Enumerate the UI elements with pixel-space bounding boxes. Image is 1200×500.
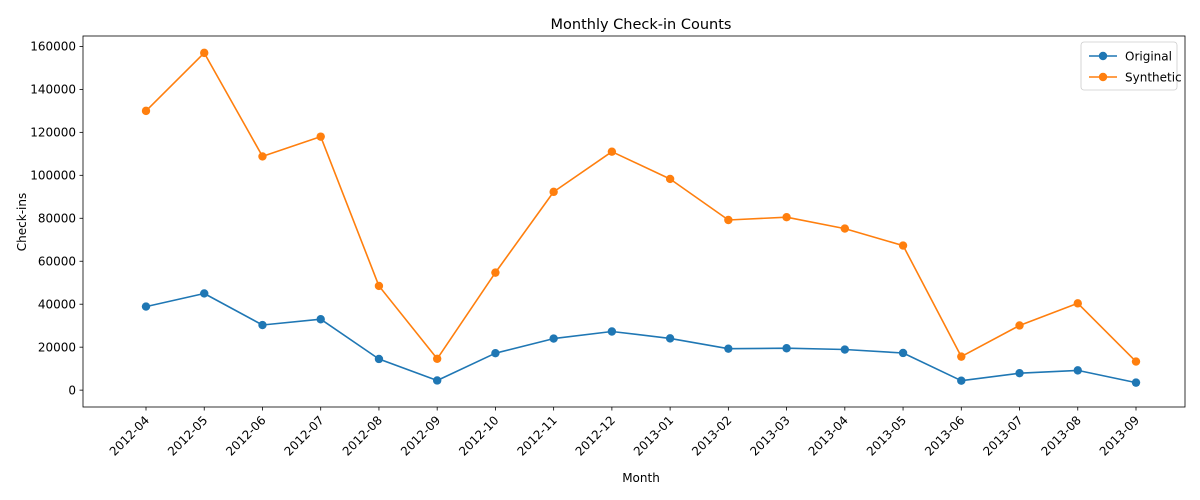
x-tick-label: 2012-12 [573,413,618,458]
x-axis-title: Month [622,471,660,485]
y-tick-label: 20000 [38,340,76,354]
x-tick-label: 2012-05 [165,413,210,458]
x-tick-label: 2013-01 [631,413,676,458]
y-axis-title: Check-ins [15,193,29,251]
data-point [607,147,617,156]
data-point [491,268,500,277]
x-tick-label: 2013-09 [1097,413,1142,458]
legend-item-original: Original [1089,49,1172,63]
legend-marker [1098,72,1108,82]
data-point [724,215,733,225]
data-point [374,354,384,364]
x-tick-label: 2012-08 [340,413,385,458]
data-point [1015,321,1024,330]
x-tick-label: 2013-04 [806,413,851,458]
x-tick-label: 2012-09 [398,413,443,458]
y-tick-label: 40000 [38,298,76,312]
x-tick-label: 2013-07 [980,413,1025,458]
legend-item-synthetic: Synthetic [1089,70,1182,84]
series-layer [141,48,1141,387]
plot-frame [82,35,1186,408]
data-point [549,187,558,197]
data-point [549,334,558,343]
y-tick-label: 80000 [38,212,76,226]
x-tick-label: 2012-10 [456,413,501,458]
data-point [898,241,908,250]
x-tick-label: 2013-08 [1039,413,1084,458]
data-point [898,348,908,358]
data-point [724,344,733,353]
y-tick-label: 60000 [38,255,76,269]
data-point [1131,357,1141,366]
y-axis: 0 20000 40000 60000 80000 100000 120000 140000 1… [30,40,83,397]
data-point [782,344,791,353]
data-point [200,289,209,298]
y-tick-label: 0 [68,383,76,397]
y-tick-label: 160000 [30,40,76,54]
x-tick-label: 2013-06 [922,413,967,458]
data-point [1073,366,1082,375]
x-tick-label: 2012-07 [281,413,326,458]
series-line [145,292,1137,384]
data-point [432,376,442,385]
y-tick-label: 120000 [30,126,76,140]
data-point [782,213,791,222]
data-point [957,376,966,385]
legend: Original Synthetic [1080,41,1182,91]
data-point [141,106,151,116]
data-point [957,352,966,361]
data-point [607,327,617,336]
data-point [432,354,442,363]
series-synthetic [141,48,1141,366]
data-point [374,281,384,291]
data-point [200,48,209,58]
data-point [316,132,325,141]
data-point [258,320,267,330]
legend-label: Synthetic [1125,70,1182,84]
chart-title: Monthly Check-in Counts [551,17,732,33]
x-axis: 2012-04 2012-05 2012-06 2012-07 2012-08 2012-… [107,407,1142,459]
y-tick-label: 140000 [30,83,76,97]
data-point [1015,368,1024,378]
series-line [145,52,1137,363]
legend-marker [1098,51,1108,61]
plot-area [82,35,1186,408]
data-point [1131,378,1141,387]
x-tick-label: 2012-04 [107,413,152,458]
data-point [316,315,325,324]
data-point [840,224,850,233]
legend-label: Original [1125,49,1172,63]
x-tick-label: 2013-02 [689,413,734,458]
y-tick-label: 100000 [30,169,76,183]
series-original [141,289,1141,387]
data-point [491,348,500,358]
data-point [665,174,675,184]
x-tick-label: 2012-06 [223,413,268,458]
data-point [840,345,850,354]
data-point [1073,299,1082,308]
data-point [258,152,267,161]
x-tick-label: 2013-03 [747,413,792,458]
x-tick-label: 2012-11 [514,413,559,458]
data-point [665,334,675,343]
data-point [141,302,151,311]
x-tick-label: 2013-05 [864,413,909,458]
